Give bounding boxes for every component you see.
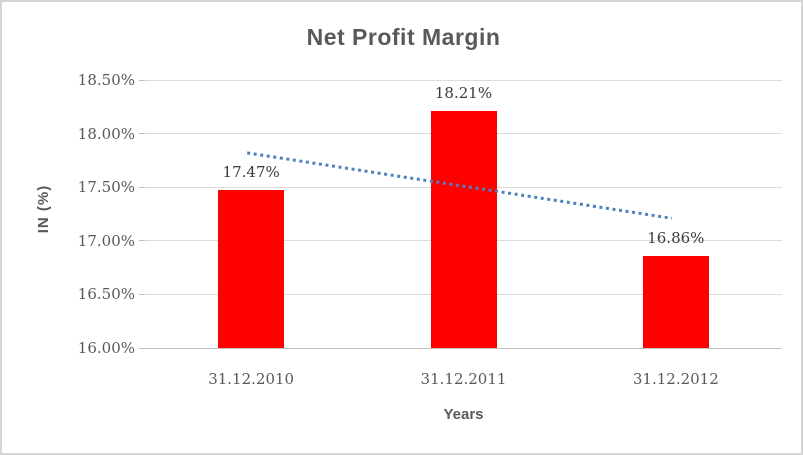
y-tick-label: 18.50% — [77, 71, 135, 89]
y-tick-mark — [139, 293, 145, 295]
bar — [218, 190, 285, 348]
bar-data-label: 16.86% — [647, 228, 705, 247]
y-tick-mark — [139, 133, 145, 135]
bar — [430, 111, 497, 348]
y-tick-label: 16.50% — [77, 285, 135, 304]
x-axis-line — [139, 348, 782, 349]
x-tick-label: 31.12.2010 — [208, 370, 295, 388]
bar — [642, 255, 709, 348]
y-tick-mark — [139, 186, 145, 188]
bar-data-label: 17.47% — [222, 163, 280, 182]
y-tick-label: 18.00% — [77, 124, 135, 143]
gridline — [145, 79, 782, 81]
chart-title: Net Profit Margin — [306, 24, 501, 50]
x-tick-label: 31.12.2012 — [632, 370, 719, 388]
y-tick-label: 17.50% — [77, 178, 135, 197]
x-axis-title: Years — [443, 406, 484, 423]
y-tick-mark — [139, 79, 145, 81]
y-tick-mark — [139, 240, 145, 242]
x-tick-label: 31.12.2011 — [420, 370, 507, 388]
y-tick-label: 16.00% — [77, 339, 135, 357]
y-tick-label: 17.00% — [77, 231, 135, 250]
bar-data-label: 18.21% — [434, 84, 493, 103]
